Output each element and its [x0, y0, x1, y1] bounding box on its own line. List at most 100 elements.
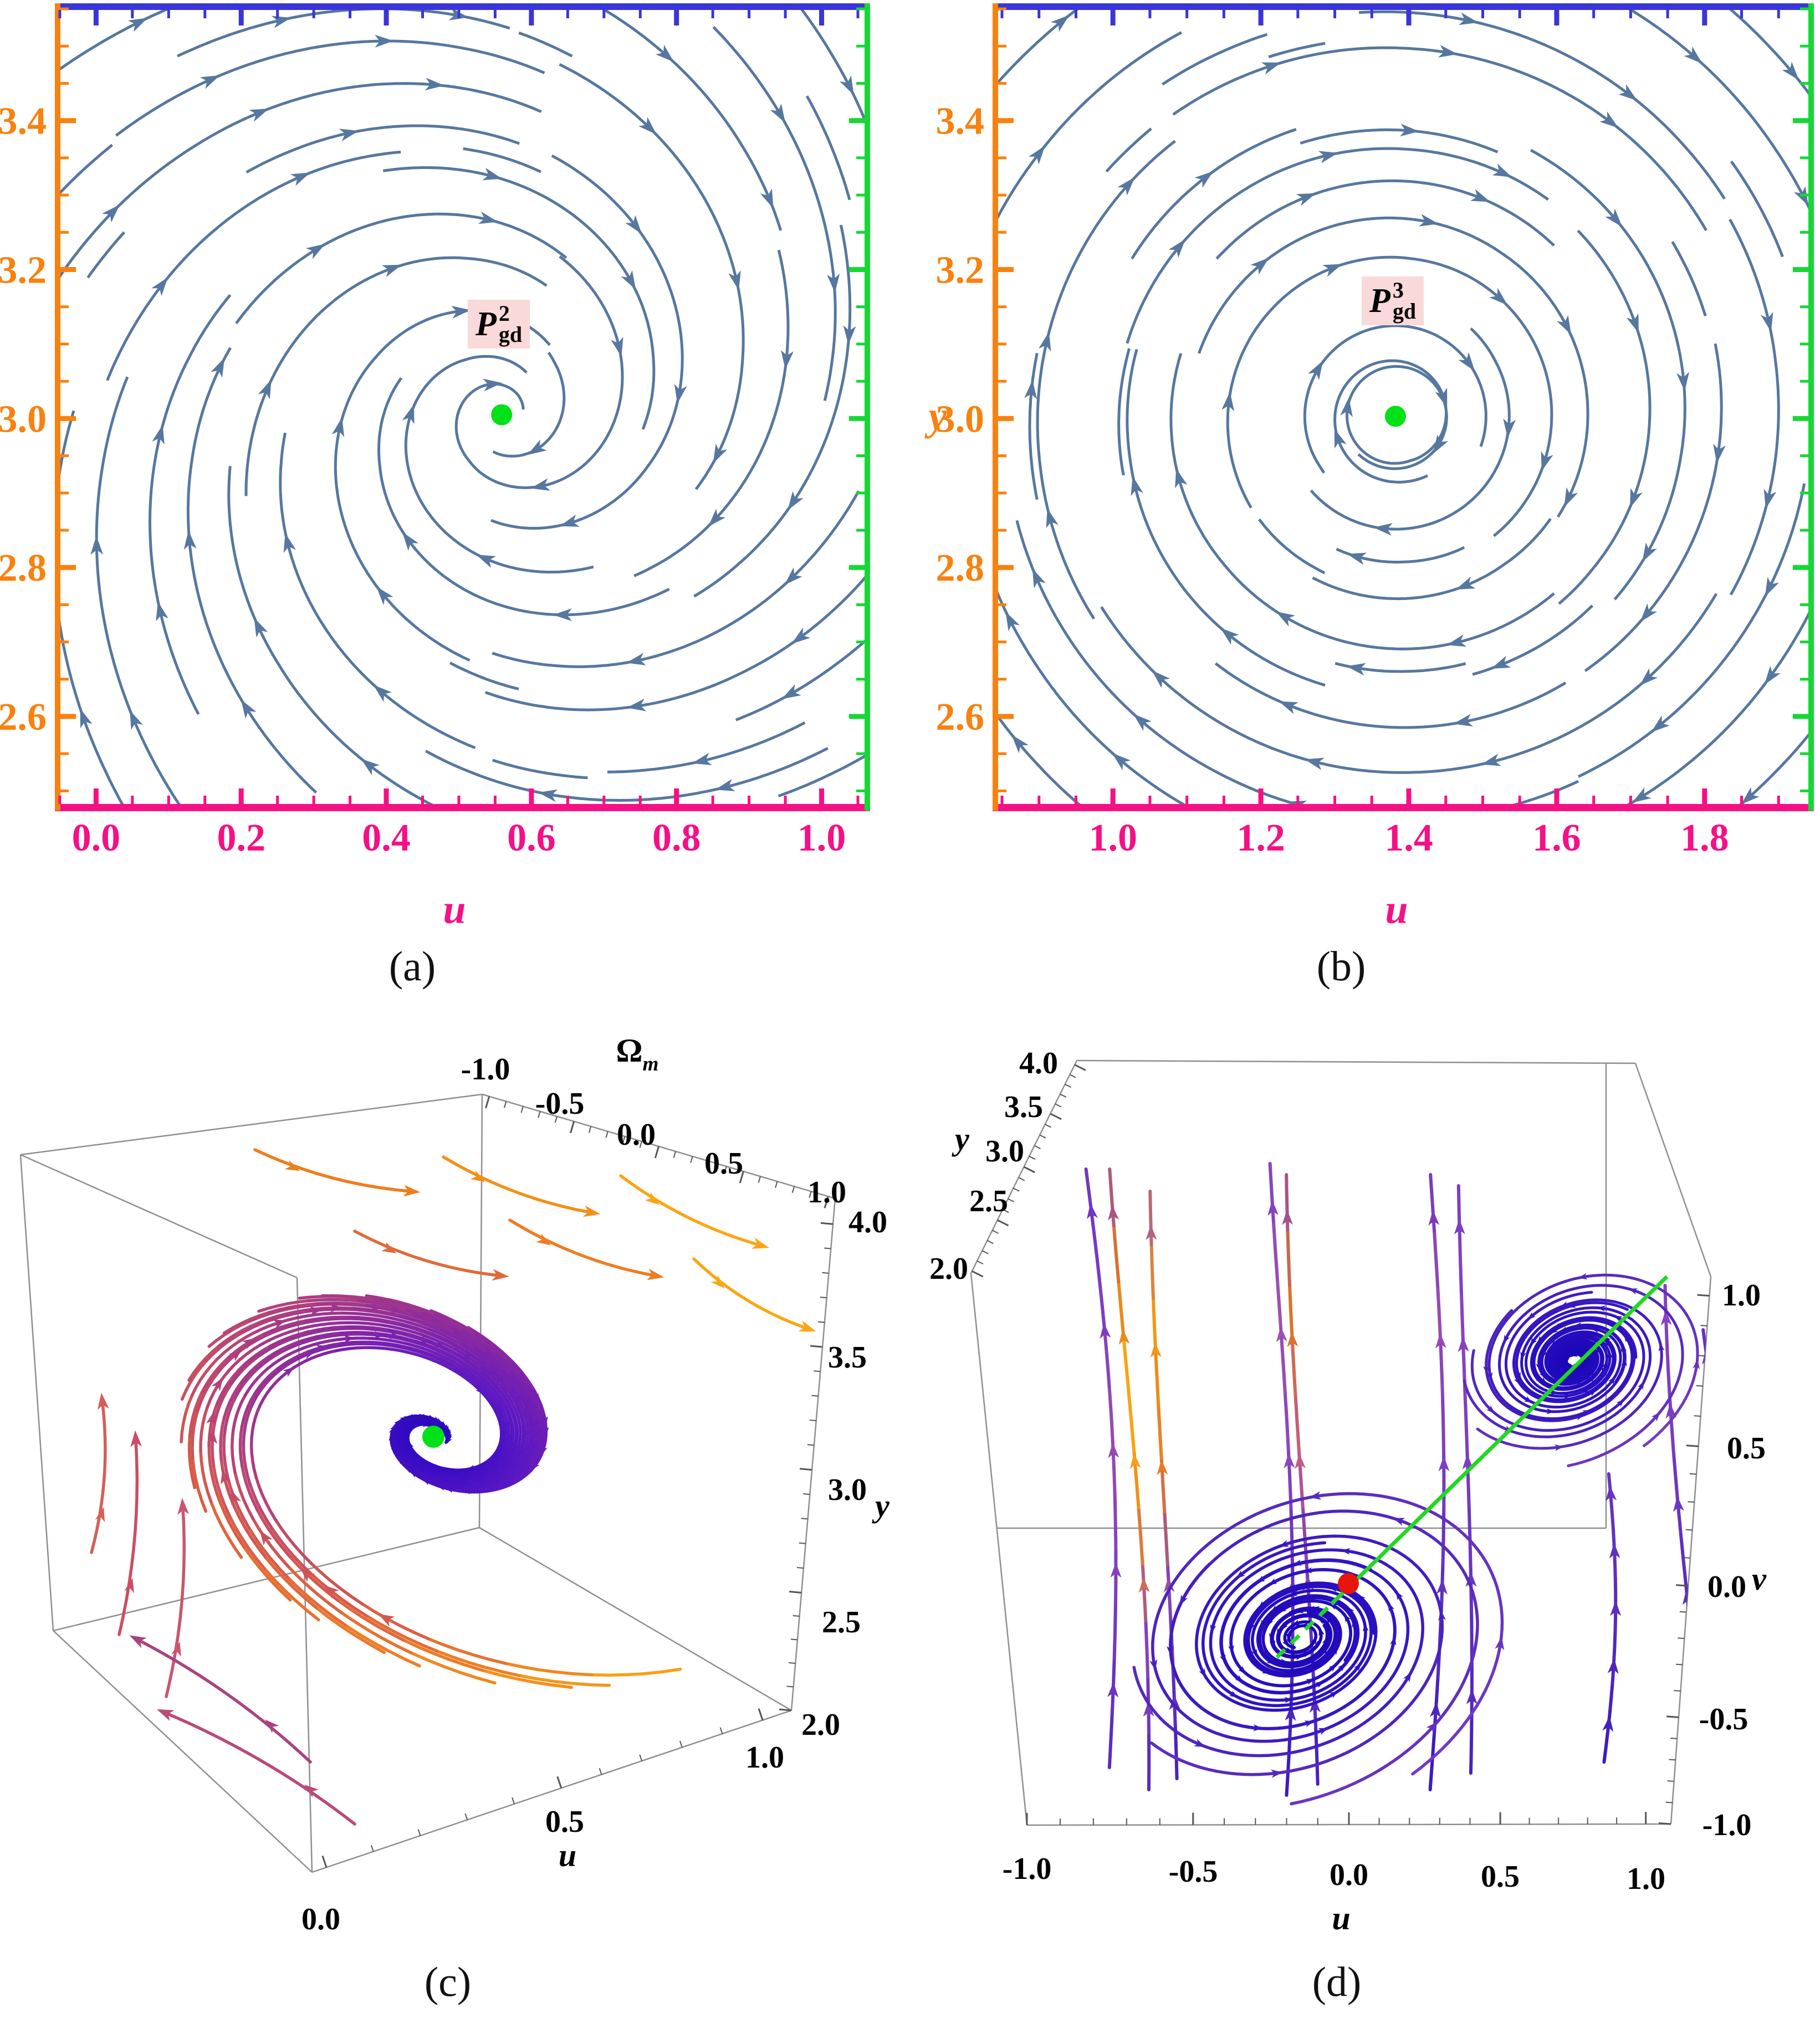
axis-title: Ωm — [616, 1032, 659, 1075]
spiral-streamline — [248, 1325, 291, 1346]
spiral-streamline — [442, 1481, 463, 1488]
spiral-streamline — [1364, 1602, 1374, 1616]
spiral-streamline — [1592, 1324, 1605, 1329]
spiral-streamline — [1253, 1572, 1274, 1586]
spiral-streamline — [1579, 1384, 1590, 1391]
caption-panel-a: (a) — [388, 943, 436, 990]
spiral-streamline — [497, 1463, 514, 1476]
y-tick — [998, 81, 1006, 85]
spiral-streamline — [1628, 1378, 1640, 1395]
spiral-streamline — [1649, 1321, 1660, 1338]
arrowhead-icon — [692, 752, 712, 765]
spiral-streamline — [1556, 1309, 1572, 1318]
spiral-streamline — [1215, 1571, 1235, 1592]
major-tick — [758, 1708, 764, 1720]
spiral-streamline — [485, 1351, 514, 1379]
spiral-streamline — [238, 1425, 244, 1468]
arrowhead-icon — [638, 117, 657, 135]
spiral-streamline — [1521, 1369, 1527, 1380]
spiral-streamline — [1315, 1594, 1329, 1599]
spiral-streamline — [1203, 1589, 1219, 1612]
arrowhead-icon — [1284, 1452, 1295, 1468]
arrowhead-icon — [1453, 714, 1473, 727]
arrowhead-icon — [1150, 1341, 1162, 1358]
spiral-streamline — [1359, 1536, 1388, 1548]
arrowhead-icon — [1455, 576, 1476, 590]
spiral-streamline — [1307, 1589, 1323, 1592]
x-tick — [602, 10, 606, 18]
arrowhead-icon — [398, 1441, 405, 1450]
arrowhead-icon — [1503, 1334, 1510, 1344]
arrowhead-icon — [515, 1370, 525, 1381]
major-tick — [1023, 1166, 1035, 1174]
arrowhead-icon — [316, 1345, 328, 1353]
spiral-streamline — [434, 1464, 449, 1471]
spiral-streamline — [1240, 1753, 1276, 1758]
spiral-streamline — [264, 1556, 318, 1609]
spiral-streamline — [539, 1410, 545, 1437]
axis-tick-label: 2.0 — [801, 1708, 840, 1742]
spiral-streamline — [489, 1402, 501, 1421]
spiral-streamline — [1354, 1621, 1359, 1635]
streamline — [1100, 593, 1718, 774]
arrowhead-icon — [156, 601, 168, 622]
spiral-streamline — [1282, 1732, 1314, 1742]
spiral-streamline — [1497, 1314, 1511, 1333]
x-tick — [1222, 10, 1225, 18]
arrowhead-icon — [1163, 1576, 1175, 1593]
arrowhead-icon — [1623, 1334, 1631, 1343]
arrowhead-icon — [611, 336, 623, 357]
arrowhead-icon — [1435, 387, 1448, 408]
spiral-streamline — [536, 1433, 545, 1457]
spiral-streamline — [1476, 1427, 1499, 1442]
y-tick — [998, 305, 1006, 309]
spiral-streamline — [1142, 1693, 1162, 1720]
arrowhead-icon — [1436, 1579, 1448, 1595]
spiral-streamline — [451, 1487, 474, 1492]
minor-tick — [605, 1131, 609, 1138]
spiral-streamline — [1221, 1653, 1230, 1669]
arrowhead-icon — [1175, 468, 1188, 489]
streamline — [1729, 218, 1780, 596]
spiral-streamline — [1505, 1344, 1511, 1360]
column-streamline — [1103, 1330, 1111, 1389]
arrowhead-icon — [1555, 1360, 1561, 1369]
spiral-streamline — [1397, 1594, 1408, 1614]
spiral-streamline — [1373, 1626, 1378, 1643]
arrowhead-icon — [1591, 1326, 1599, 1333]
spiral-streamline — [1552, 1315, 1566, 1324]
frame-left — [993, 3, 998, 811]
spiral-streamline — [286, 1576, 347, 1627]
spiral-streamline — [1295, 1700, 1318, 1710]
spiral-streamline — [1542, 1331, 1552, 1341]
y-tick — [1793, 267, 1808, 272]
spiral-streamline — [1629, 1398, 1647, 1417]
spiral-streamline — [1363, 1702, 1390, 1724]
major-tick — [810, 1345, 823, 1348]
arrowhead-icon — [451, 306, 471, 319]
spiral-streamline — [1571, 1404, 1587, 1411]
spiral-streamline — [457, 1471, 474, 1476]
arrowhead-icon — [1305, 757, 1325, 770]
spiral-streamline — [482, 1336, 516, 1366]
spiral-streamline — [1531, 1415, 1550, 1420]
spiral-streamline — [517, 1674, 611, 1687]
column-streamline — [1664, 1326, 1670, 1372]
arrowhead-icon — [1571, 1372, 1580, 1379]
spiral-streamline — [1307, 1665, 1321, 1673]
x-tick — [748, 10, 751, 18]
spiral-streamline — [367, 1346, 403, 1353]
box-edge — [970, 1273, 1028, 1826]
spiral-streamline — [1163, 1690, 1183, 1714]
spiral-streamline — [258, 1308, 308, 1324]
spiral-streamline — [505, 1358, 530, 1388]
streak-streamline — [90, 1401, 107, 1554]
axis-title: u — [1332, 1900, 1350, 1937]
spiral-streamline — [1371, 1618, 1376, 1635]
spiral-streamline — [1274, 1602, 1286, 1611]
minor-tick — [512, 1797, 515, 1805]
arrowhead-icon — [1168, 239, 1185, 258]
fixed-point-label-base: P — [1369, 282, 1390, 320]
y-tick-label: 2.6 — [0, 696, 47, 739]
spiral-streamline — [288, 1554, 340, 1602]
